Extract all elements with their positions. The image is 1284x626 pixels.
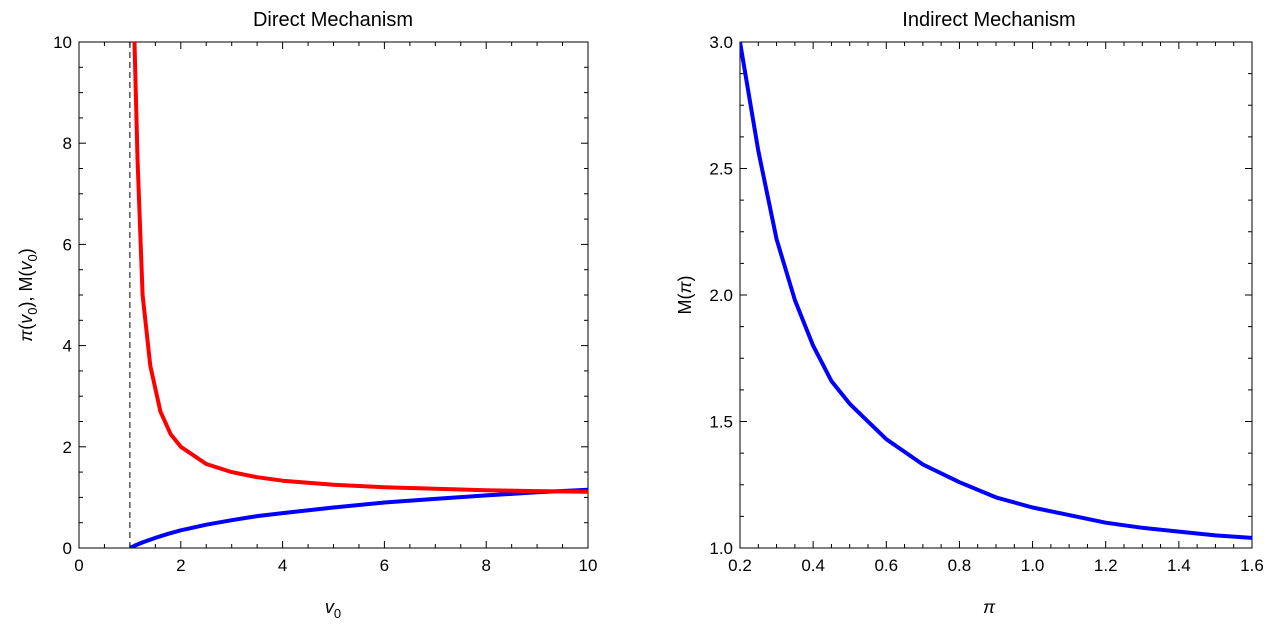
- direct-y-tick-label: 8: [63, 134, 72, 153]
- indirect-y-tick-label: 2.0: [709, 286, 733, 305]
- indirect-y-tick-label: 1.0: [709, 539, 733, 558]
- indirect-y-tick-label: 2.5: [709, 160, 733, 179]
- direct-y-tick-label: 6: [63, 235, 72, 254]
- indirect-x-tick-label: 0.6: [874, 556, 898, 575]
- indirect-x-tick-label: 1.4: [1167, 556, 1191, 575]
- direct-series-line-blue: [129, 487, 588, 548]
- indirect-x-tick-label: 1.2: [1094, 556, 1118, 575]
- direct-x-tick-label: 8: [481, 556, 490, 575]
- indirect-y-tick-label: 1.5: [709, 413, 733, 432]
- direct-x-axis-label: v0: [325, 597, 341, 621]
- direct-y-tick-label: 0: [63, 539, 72, 558]
- direct-y-tick-label: 2: [63, 438, 72, 457]
- indirect-y-axis-label: M(π): [675, 275, 695, 314]
- indirect-series-line-blue: [740, 42, 1252, 540]
- direct-x-tick-label: 0: [74, 556, 83, 575]
- direct-y-tick-label: 4: [63, 337, 72, 356]
- direct-series-line-red: [132, 42, 588, 494]
- direct-mechanism-title: Direct Mechanism: [253, 9, 413, 31]
- indirect-plot-frame: [739, 41, 1253, 549]
- indirect-x-axis-label: π: [983, 597, 996, 617]
- direct-y-tick-label: 10: [53, 33, 72, 52]
- direct-mechanism-panel: Direct Mechanism v0 π(v0), M(v0) 0 2 4 6 8 10…: [16, 9, 597, 621]
- indirect-x-tick-label: 0.8: [948, 556, 972, 575]
- indirect-x-tick-label: 1.0: [1021, 556, 1045, 575]
- indirect-x-tick-label: 0.2: [728, 556, 752, 575]
- direct-x-tick-label: 10: [579, 556, 598, 575]
- direct-x-tick-label: 4: [278, 556, 287, 575]
- indirect-y-tick-label: 3.0: [709, 33, 733, 52]
- direct-x-tick-label: 6: [380, 556, 389, 575]
- direct-plot-frame: [78, 41, 589, 549]
- indirect-mechanism-panel: Indirect Mechanism π M(π) 0.2 0.4 0.6 0.8 1.…: [675, 9, 1264, 617]
- indirect-x-tick-label: 1.6: [1240, 556, 1264, 575]
- indirect-mechanism-title: Indirect Mechanism: [902, 9, 1075, 31]
- direct-x-tick-label: 2: [176, 556, 185, 575]
- direct-y-axis-label: π(v0), M(v0): [16, 248, 40, 342]
- indirect-x-tick-label: 0.4: [801, 556, 825, 575]
